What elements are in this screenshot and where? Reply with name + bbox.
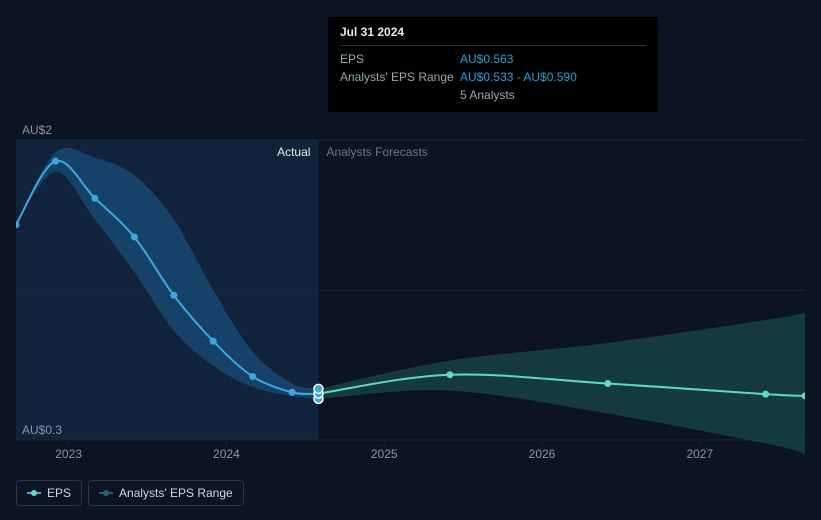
eps-chart[interactable]: AU$2 AU$0.3 Actual Analysts Forecasts 2023 20… [16,120,805,460]
tooltip-row: EPSAU$0.563 [340,50,646,68]
y-axis-label: AU$0.3 [22,423,62,437]
legend-swatch [27,489,41,497]
legend-item[interactable]: Analysts' EPS Range [88,480,244,506]
x-axis-label: 2025 [371,447,398,460]
tooltip-row-value: AU$0.533 - AU$0.590 [460,70,577,84]
legend-label: Analysts' EPS Range [119,486,233,500]
section-label-forecast: Analysts Forecasts [326,145,427,159]
chart-legend: EPS Analysts' EPS Range [16,480,244,506]
y-axis-label: AU$2 [22,123,52,137]
tooltip-row-label: Analysts' EPS Range [340,70,460,84]
x-axis-label: 2027 [686,447,713,460]
tooltip-row-label: EPS [340,52,460,66]
tooltip-row-value: AU$0.563 [460,52,513,66]
tooltip-row: Analysts' EPS RangeAU$0.533 - AU$0.590 [340,68,646,86]
tooltip-analyst-count: 5 Analysts [460,88,515,102]
legend-item[interactable]: EPS [16,480,82,506]
tooltip-date: Jul 31 2024 [340,25,646,46]
x-axis-label: 2023 [55,447,82,460]
x-axis-label: 2024 [213,447,240,460]
legend-swatch [99,489,113,497]
section-label-actual: Actual [277,145,310,159]
chart-tooltip: Jul 31 2024 EPSAU$0.563Analysts' EPS Ran… [328,17,658,112]
x-axis-label: 2026 [529,447,556,460]
legend-label: EPS [47,486,71,500]
